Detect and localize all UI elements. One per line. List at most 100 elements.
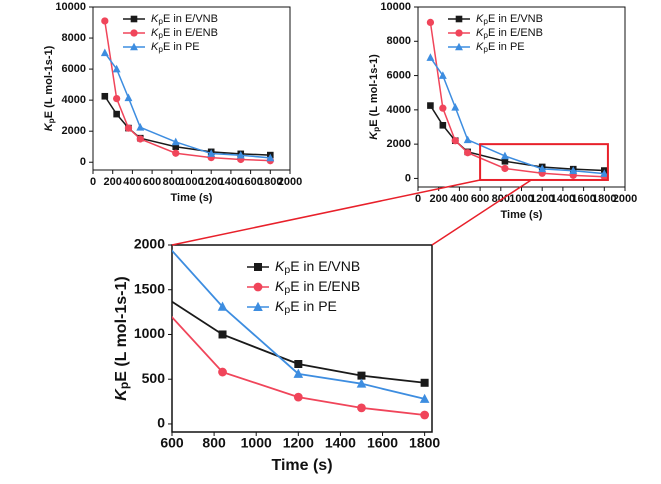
marker	[253, 301, 263, 311]
marker	[113, 94, 121, 103]
series-line	[172, 300, 425, 384]
marker	[538, 164, 547, 173]
x-tick-label: 800	[202, 435, 226, 451]
chart: 600 800 1000 1200 1400 1600 180005001000150020…	[113, 223, 440, 475]
x-tick-label: 800	[163, 176, 181, 188]
x-tick-label: 1800	[592, 193, 616, 205]
legend-label: KpE in E/ENB	[476, 27, 543, 40]
marker	[451, 137, 459, 145]
series-group	[117, 223, 430, 420]
series-group	[426, 18, 609, 181]
marker	[124, 124, 133, 132]
legend-label: KpE in E/VNB	[151, 13, 218, 26]
marker	[117, 223, 126, 232]
x-tick-label: 1000	[241, 435, 272, 451]
x-tick-label: 1600	[571, 193, 595, 205]
marker	[100, 48, 109, 57]
x-tick-label: 600	[160, 435, 184, 451]
y-tick-label: 10000	[55, 1, 86, 13]
x-tick-label: 1400	[551, 193, 575, 205]
marker	[254, 263, 262, 271]
marker	[130, 15, 138, 23]
marker	[439, 121, 447, 129]
x-tick-label: 1200	[530, 193, 554, 205]
marker	[101, 92, 109, 100]
series-line	[104, 20, 271, 162]
marker	[124, 93, 133, 102]
marker	[294, 360, 303, 368]
marker	[600, 169, 609, 177]
y-tick-label: 0	[157, 415, 165, 431]
y-tick-label: 500	[142, 370, 166, 386]
x-tick-label: 1200	[283, 435, 314, 451]
marker	[293, 368, 304, 378]
marker	[420, 410, 430, 420]
y-tick-label: 4000	[387, 104, 411, 116]
x-tick-label: 1400	[325, 435, 356, 451]
marker	[136, 123, 145, 131]
x-tick-label: 0	[415, 193, 421, 205]
x-tick-label: 200	[104, 176, 122, 188]
y-tick-label: 0	[405, 172, 411, 184]
x-tick-label: 800	[492, 193, 510, 205]
marker	[130, 42, 138, 51]
y-axis-label: KpE (L mol-1s-1)	[43, 45, 56, 131]
marker	[117, 223, 125, 231]
marker	[463, 135, 472, 144]
x-tick-label: 1000	[179, 176, 203, 188]
marker	[501, 157, 509, 165]
y-tick-label: 2000	[62, 125, 86, 137]
marker	[101, 17, 109, 25]
zoom-connector	[431, 179, 532, 246]
marker	[426, 18, 435, 27]
marker	[439, 104, 447, 112]
marker	[266, 153, 275, 162]
series-line	[104, 52, 271, 159]
y-axis-label: KpE (L mol-1s-1)	[113, 276, 131, 400]
marker	[171, 137, 180, 146]
x-tick-label: 1600	[238, 176, 262, 188]
legend-label: KpE in E/ENB	[275, 278, 360, 296]
marker	[464, 149, 472, 157]
marker	[130, 29, 138, 37]
marker	[253, 282, 263, 292]
y-tick-label: 6000	[62, 63, 86, 75]
zoom-connector	[171, 179, 481, 246]
marker	[451, 102, 460, 111]
legend-label: KpE in PE	[151, 41, 200, 54]
x-axis-label: Time (s)	[271, 457, 332, 474]
x-tick-label: 1400	[219, 176, 243, 188]
x-tick-label: 1800	[258, 176, 282, 188]
marker	[419, 393, 430, 403]
x-tick-label: 1800	[409, 435, 440, 451]
x-tick-label: 1000	[509, 193, 533, 205]
marker	[112, 64, 121, 73]
legend-label: KpE in PE	[275, 298, 337, 316]
marker	[455, 15, 463, 23]
marker	[356, 378, 367, 388]
plot-frame	[171, 244, 433, 433]
x-tick-label: 0	[90, 176, 96, 188]
series-line	[172, 249, 425, 400]
x-tick-label: 600	[471, 193, 489, 205]
marker	[455, 29, 463, 37]
marker	[217, 301, 228, 311]
marker	[500, 151, 509, 160]
y-tick-label: 10000	[380, 1, 411, 13]
marker	[427, 102, 434, 109]
marker	[357, 371, 366, 380]
y-tick-label: 1000	[134, 325, 165, 341]
series-line	[429, 57, 605, 175]
legend-label: KpE in E/VNB	[275, 258, 360, 276]
marker	[172, 149, 180, 157]
marker	[136, 135, 144, 143]
x-tick-label: 400	[123, 176, 141, 188]
marker	[218, 367, 227, 377]
x-tick-label: 2000	[613, 193, 637, 205]
y-tick-label: 1500	[134, 280, 165, 296]
marker	[455, 42, 463, 51]
marker	[569, 166, 578, 175]
x-tick-label: 600	[143, 176, 161, 188]
legend-label: KpE in E/ENB	[151, 27, 218, 40]
